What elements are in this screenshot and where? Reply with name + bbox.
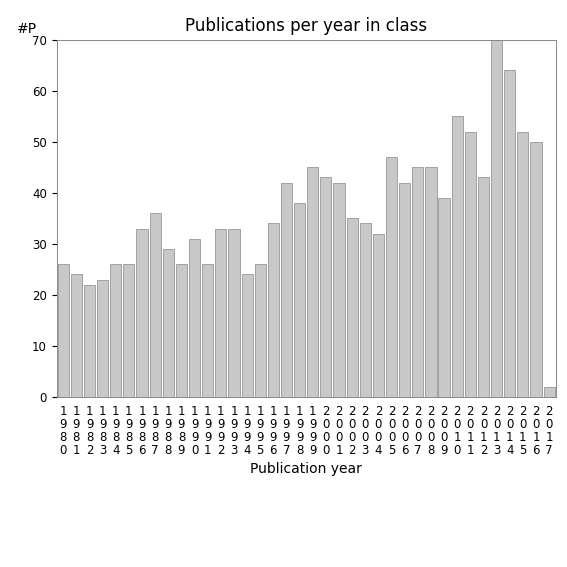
X-axis label: Publication year: Publication year	[250, 462, 362, 476]
Bar	[438, 198, 450, 397]
Bar	[346, 218, 358, 397]
Bar	[242, 274, 253, 397]
Bar	[399, 183, 411, 397]
Bar	[451, 116, 463, 397]
Bar	[71, 274, 82, 397]
Bar	[281, 183, 292, 397]
Bar	[229, 229, 239, 397]
Bar	[530, 142, 541, 397]
Bar	[215, 229, 226, 397]
Bar	[150, 213, 161, 397]
Bar	[425, 167, 437, 397]
Bar	[386, 157, 397, 397]
Bar	[176, 264, 187, 397]
Bar	[333, 183, 345, 397]
Bar	[491, 40, 502, 397]
Bar	[163, 249, 174, 397]
Bar	[110, 264, 121, 397]
Bar	[124, 264, 134, 397]
Bar	[189, 239, 200, 397]
Bar	[412, 167, 424, 397]
Bar	[137, 229, 147, 397]
Bar	[255, 264, 266, 397]
Bar	[544, 387, 555, 397]
Bar	[504, 70, 515, 397]
Text: #P: #P	[17, 22, 37, 36]
Bar	[465, 132, 476, 397]
Bar	[373, 234, 384, 397]
Title: Publications per year in class: Publications per year in class	[185, 18, 428, 35]
Bar	[202, 264, 213, 397]
Bar	[58, 264, 69, 397]
Bar	[84, 285, 95, 397]
Bar	[517, 132, 528, 397]
Bar	[320, 177, 332, 397]
Bar	[307, 167, 318, 397]
Bar	[359, 223, 371, 397]
Bar	[268, 223, 279, 397]
Bar	[97, 280, 108, 397]
Bar	[294, 203, 305, 397]
Bar	[478, 177, 489, 397]
